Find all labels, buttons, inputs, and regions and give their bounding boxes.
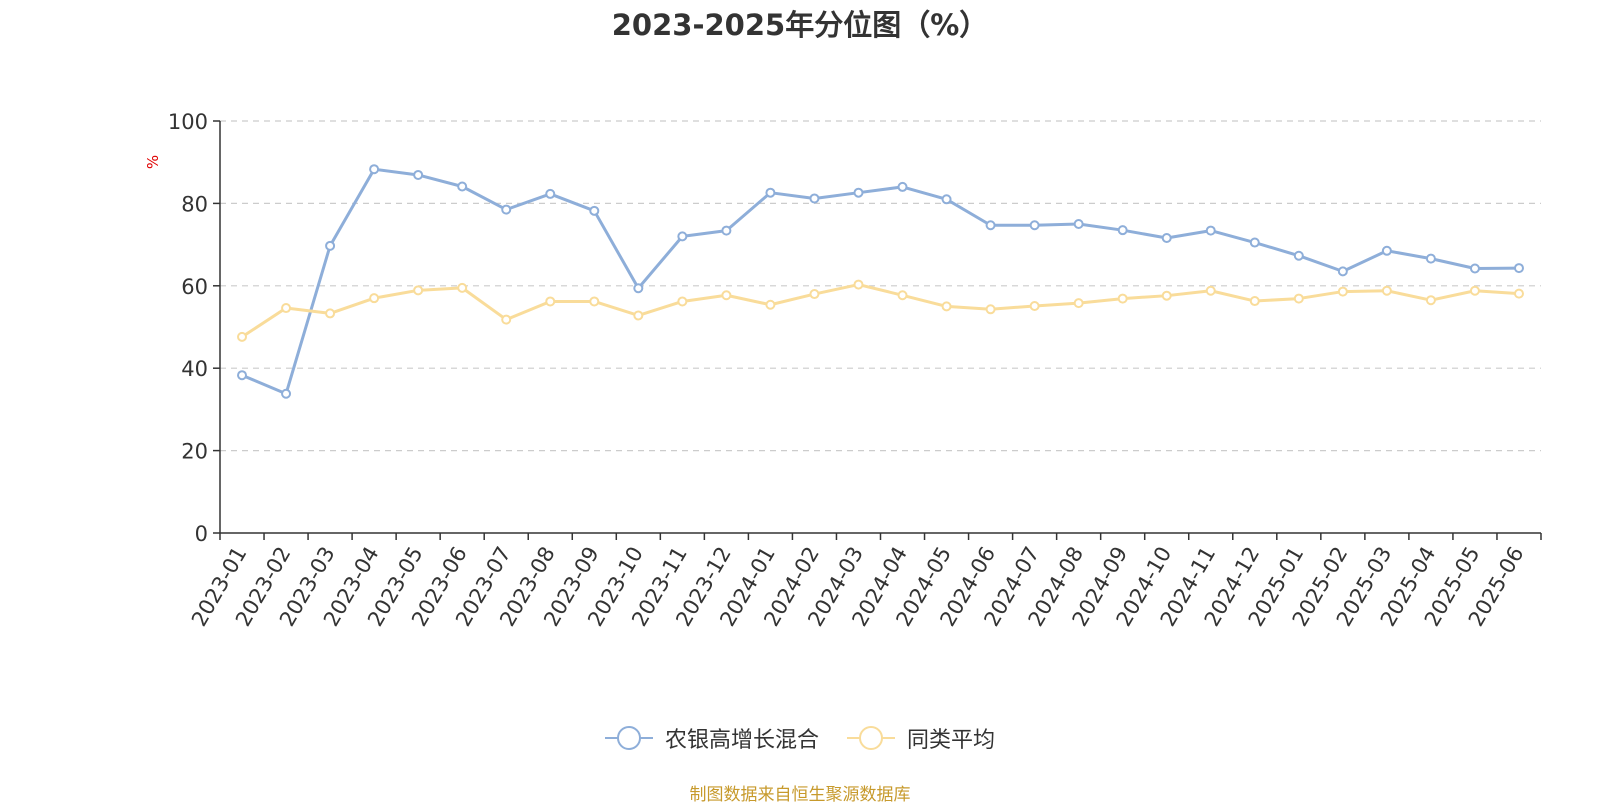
data-point[interactable] — [1513, 263, 1524, 274]
data-point[interactable] — [677, 231, 688, 242]
data-point[interactable] — [237, 331, 248, 342]
legend-label: 农银高增长混合 — [664, 728, 819, 753]
data-point[interactable] — [941, 301, 952, 312]
y-tick-label: 40 — [181, 357, 208, 381]
y-tick-label: 80 — [181, 192, 208, 216]
data-point[interactable] — [809, 289, 820, 300]
data-point[interactable] — [1381, 245, 1392, 256]
data-point[interactable] — [237, 370, 248, 381]
legend: 农银高增长混合 同类平均 — [0, 722, 1600, 754]
data-point[interactable] — [1381, 285, 1392, 296]
axes — [213, 120, 1542, 540]
data-point[interactable] — [853, 279, 864, 290]
data-point[interactable] — [985, 220, 996, 231]
data-point[interactable] — [1029, 300, 1040, 311]
data-point[interactable] — [281, 303, 292, 314]
data-point[interactable] — [809, 193, 820, 204]
legend-marker-icon — [847, 724, 895, 752]
series-lines — [237, 164, 1524, 399]
data-point[interactable] — [1513, 288, 1524, 299]
legend-item-series-1[interactable]: 农银高增长混合 — [604, 722, 819, 754]
y-tick-label: 60 — [181, 275, 208, 299]
data-point[interactable] — [633, 283, 644, 294]
data-point[interactable] — [325, 308, 336, 319]
data-point[interactable] — [589, 296, 600, 307]
data-point[interactable] — [1293, 293, 1304, 304]
data-point[interactable] — [281, 388, 292, 399]
data-point[interactable] — [1117, 293, 1128, 304]
data-point[interactable] — [941, 194, 952, 205]
data-point[interactable] — [1469, 285, 1480, 296]
data-point[interactable] — [633, 310, 644, 321]
data-point[interactable] — [1249, 296, 1260, 307]
data-point[interactable] — [677, 296, 688, 307]
data-point[interactable] — [897, 290, 908, 301]
data-source-note: 制图数据来自恒生聚源数据库 — [689, 785, 911, 805]
y-tick-label: 20 — [181, 440, 208, 464]
y-tick-label: 0 — [195, 522, 208, 546]
data-point[interactable] — [1029, 220, 1040, 231]
data-point[interactable] — [1073, 219, 1084, 229]
series-line-2 — [241, 283, 1520, 339]
legend-label: 同类平均 — [907, 728, 996, 753]
data-point[interactable] — [985, 304, 996, 315]
data-point[interactable] — [413, 169, 424, 180]
data-point[interactable] — [1073, 298, 1084, 309]
data-point[interactable] — [1161, 233, 1172, 244]
data-point[interactable] — [853, 187, 864, 198]
y-tick-labels: 0 20 40 60 80 100 — [168, 110, 208, 546]
gridlines — [220, 120, 1541, 452]
data-point[interactable] — [1117, 225, 1128, 236]
data-point[interactable] — [1205, 225, 1216, 236]
y-axis-label: % — [144, 155, 162, 169]
data-point[interactable] — [721, 225, 732, 236]
series-line-1 — [241, 167, 1519, 396]
data-point[interactable] — [369, 164, 380, 175]
data-point[interactable] — [721, 290, 732, 301]
data-point[interactable] — [1425, 295, 1436, 306]
data-point[interactable] — [413, 285, 424, 296]
legend-item-series-2[interactable]: 同类平均 — [847, 722, 995, 754]
data-point[interactable] — [1293, 250, 1304, 261]
data-point[interactable] — [457, 282, 468, 293]
data-point[interactable] — [765, 299, 776, 310]
data-point[interactable] — [545, 296, 556, 307]
y-tick-label: 100 — [168, 110, 208, 134]
data-point[interactable] — [1469, 263, 1480, 274]
data-point[interactable] — [1337, 266, 1348, 277]
data-point[interactable] — [1337, 286, 1348, 297]
data-point[interactable] — [765, 187, 776, 198]
data-point[interactable] — [1425, 253, 1436, 264]
data-point[interactable] — [325, 240, 336, 251]
legend-marker-icon — [604, 724, 653, 752]
chart-title: 2023-2025年分位图（%） — [611, 8, 989, 42]
x-tick-labels: 2023-012023-022023-032023-042023-052023-… — [187, 542, 1529, 630]
data-point[interactable] — [457, 181, 468, 192]
data-point[interactable] — [1205, 285, 1216, 296]
data-point[interactable] — [1161, 290, 1172, 301]
data-point[interactable] — [501, 314, 512, 325]
data-point[interactable] — [897, 181, 908, 192]
data-point[interactable] — [501, 204, 512, 215]
data-point[interactable] — [1249, 237, 1260, 248]
data-point[interactable] — [369, 293, 380, 304]
data-point[interactable] — [545, 188, 556, 199]
data-point[interactable] — [589, 205, 600, 216]
